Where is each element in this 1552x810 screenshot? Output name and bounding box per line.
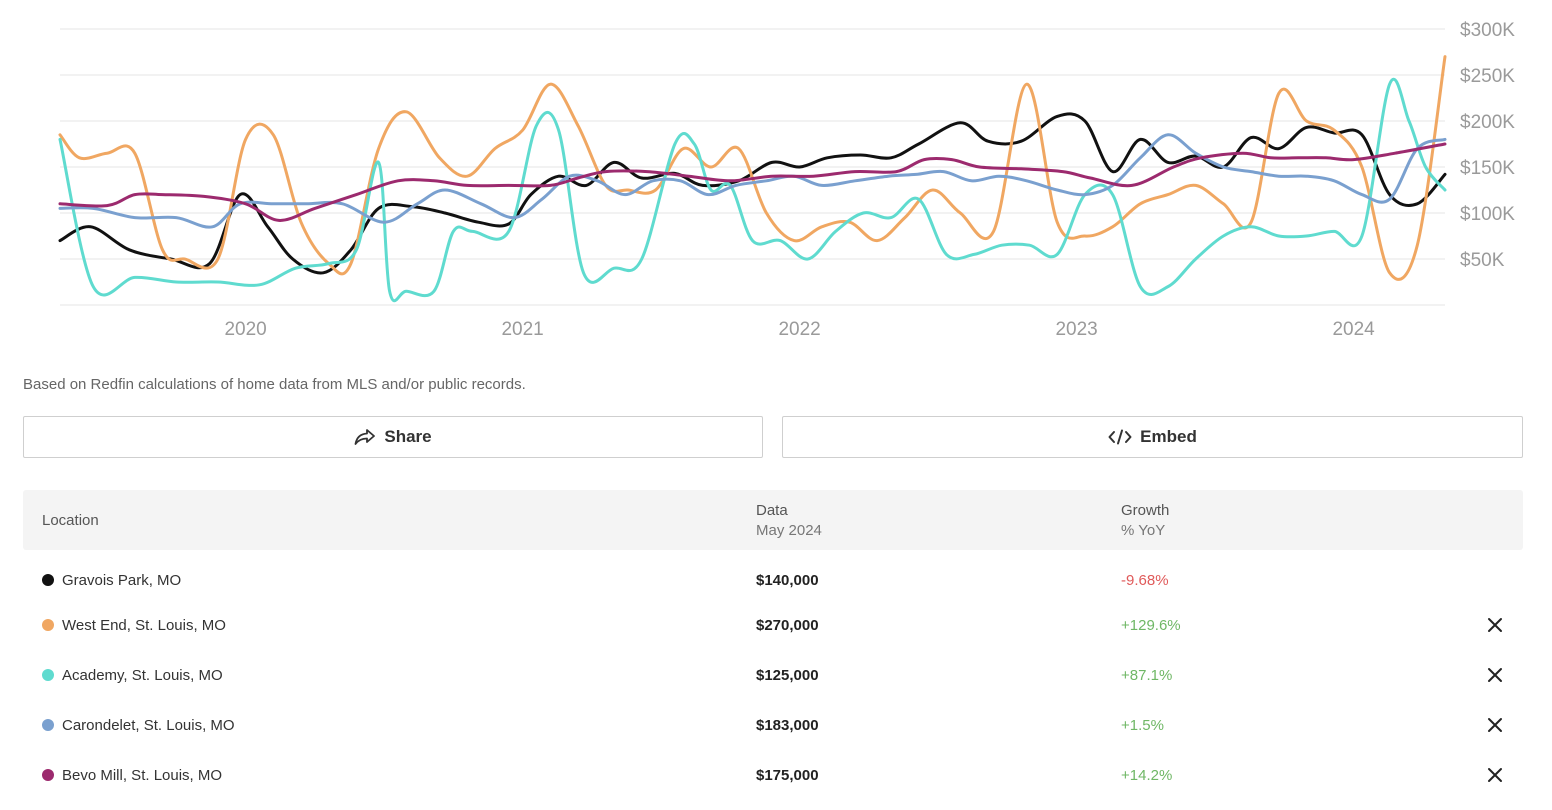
table-row: Bevo Mill, St. Louis, MO $175,000 +14.2% [23, 755, 1523, 795]
table-row: Academy, St. Louis, MO $125,000 +87.1% [23, 655, 1523, 695]
share-label: Share [384, 427, 432, 446]
location-name: West End, St. Louis, MO [62, 616, 226, 634]
location-header-label: Location [42, 511, 99, 529]
y-tick-label: $200K [1460, 112, 1515, 133]
growth-cell: -9.68% [1121, 571, 1169, 589]
table-header: Location Data May 2024 Growth % YoY [23, 490, 1523, 550]
growth-cell: +129.6% [1121, 616, 1181, 634]
x-tick-label: 2024 [1332, 319, 1375, 340]
series-line-1 [58, 112, 1447, 275]
close-icon [1488, 718, 1502, 732]
location-name: Bevo Mill, St. Louis, MO [62, 766, 223, 784]
series-color-dot-icon [42, 769, 54, 781]
series-color-dot-icon [42, 574, 54, 586]
chart-gridlines [60, 28, 1445, 306]
y-tick-label: $50K [1460, 250, 1505, 271]
y-tick-label: $250K [1460, 66, 1515, 87]
series-line-5 [58, 142, 1447, 222]
value-cell: $125,000 [756, 666, 819, 684]
remove-location-button[interactable] [1485, 655, 1505, 695]
data-header-sublabel: May 2024 [756, 521, 822, 539]
growth-cell: +14.2% [1121, 766, 1173, 784]
value-cell: $175,000 [756, 766, 819, 784]
series-line-3 [58, 78, 1447, 303]
growth-header-sublabel: % YoY [1121, 521, 1166, 539]
data-column-header: Data May 2024 [756, 490, 822, 550]
location-cell: Carondelet, St. Louis, MO [42, 705, 235, 745]
x-tick-label: 2020 [224, 319, 266, 340]
y-tick-label: $150K [1460, 158, 1515, 179]
share-button[interactable]: Share [23, 416, 763, 458]
close-icon [1488, 768, 1502, 782]
embed-label: Embed [1140, 427, 1197, 446]
embed-button[interactable]: Embed [782, 416, 1523, 458]
code-icon [1108, 429, 1132, 445]
y-tick-label: $100K [1460, 204, 1515, 225]
data-header-label: Data [756, 501, 788, 519]
series-color-dot-icon [42, 669, 54, 681]
growth-column-header: Growth % YoY [1121, 490, 1169, 550]
value-cell: $140,000 [756, 571, 819, 589]
remove-location-button[interactable] [1485, 705, 1505, 745]
series-color-dot-icon [42, 719, 54, 731]
y-tick-label: $300K [1460, 20, 1515, 41]
share-arrow-icon [354, 429, 376, 445]
x-tick-label: 2023 [1055, 319, 1097, 340]
location-name: Academy, St. Louis, MO [62, 666, 223, 684]
table-row: Carondelet, St. Louis, MO $183,000 +1.5% [23, 705, 1523, 745]
location-column-header: Location [42, 490, 99, 550]
close-icon [1488, 618, 1502, 632]
chart-series [58, 55, 1447, 303]
x-tick-label: 2022 [778, 319, 820, 340]
location-cell: West End, St. Louis, MO [42, 605, 226, 645]
price-line-chart: $50K$100K$150K$200K$250K$300K 2020 2021 20… [58, 20, 1515, 340]
location-name: Gravois Park, MO [62, 571, 182, 589]
x-axis-ticks: 2020 2021 2022 2023 2024 [224, 319, 1375, 340]
growth-cell: +1.5% [1121, 716, 1164, 734]
value-cell: $183,000 [756, 716, 819, 734]
table-row: West End, St. Louis, MO $270,000 +129.6% [23, 605, 1523, 645]
growth-header-label: Growth [1121, 501, 1170, 519]
data-source-caption: Based on Redfin calculations of home dat… [23, 376, 526, 393]
series-line-2 [58, 55, 1447, 281]
table-row: Gravois Park, MO $140,000 -9.68% [23, 560, 1523, 600]
location-name: Carondelet, St. Louis, MO [62, 716, 235, 734]
series-color-dot-icon [42, 619, 54, 631]
remove-location-button[interactable] [1485, 755, 1505, 795]
x-tick-label: 2021 [501, 319, 543, 340]
location-cell: Gravois Park, MO [42, 560, 181, 600]
close-icon [1488, 668, 1502, 682]
y-axis-ticks: $50K $100K $150K $200K $250K $300K [1460, 20, 1515, 271]
growth-cell: +87.1% [1121, 666, 1173, 684]
location-cell: Academy, St. Louis, MO [42, 655, 223, 695]
value-cell: $270,000 [756, 616, 819, 634]
location-cell: Bevo Mill, St. Louis, MO [42, 755, 222, 795]
remove-location-button[interactable] [1485, 605, 1505, 645]
